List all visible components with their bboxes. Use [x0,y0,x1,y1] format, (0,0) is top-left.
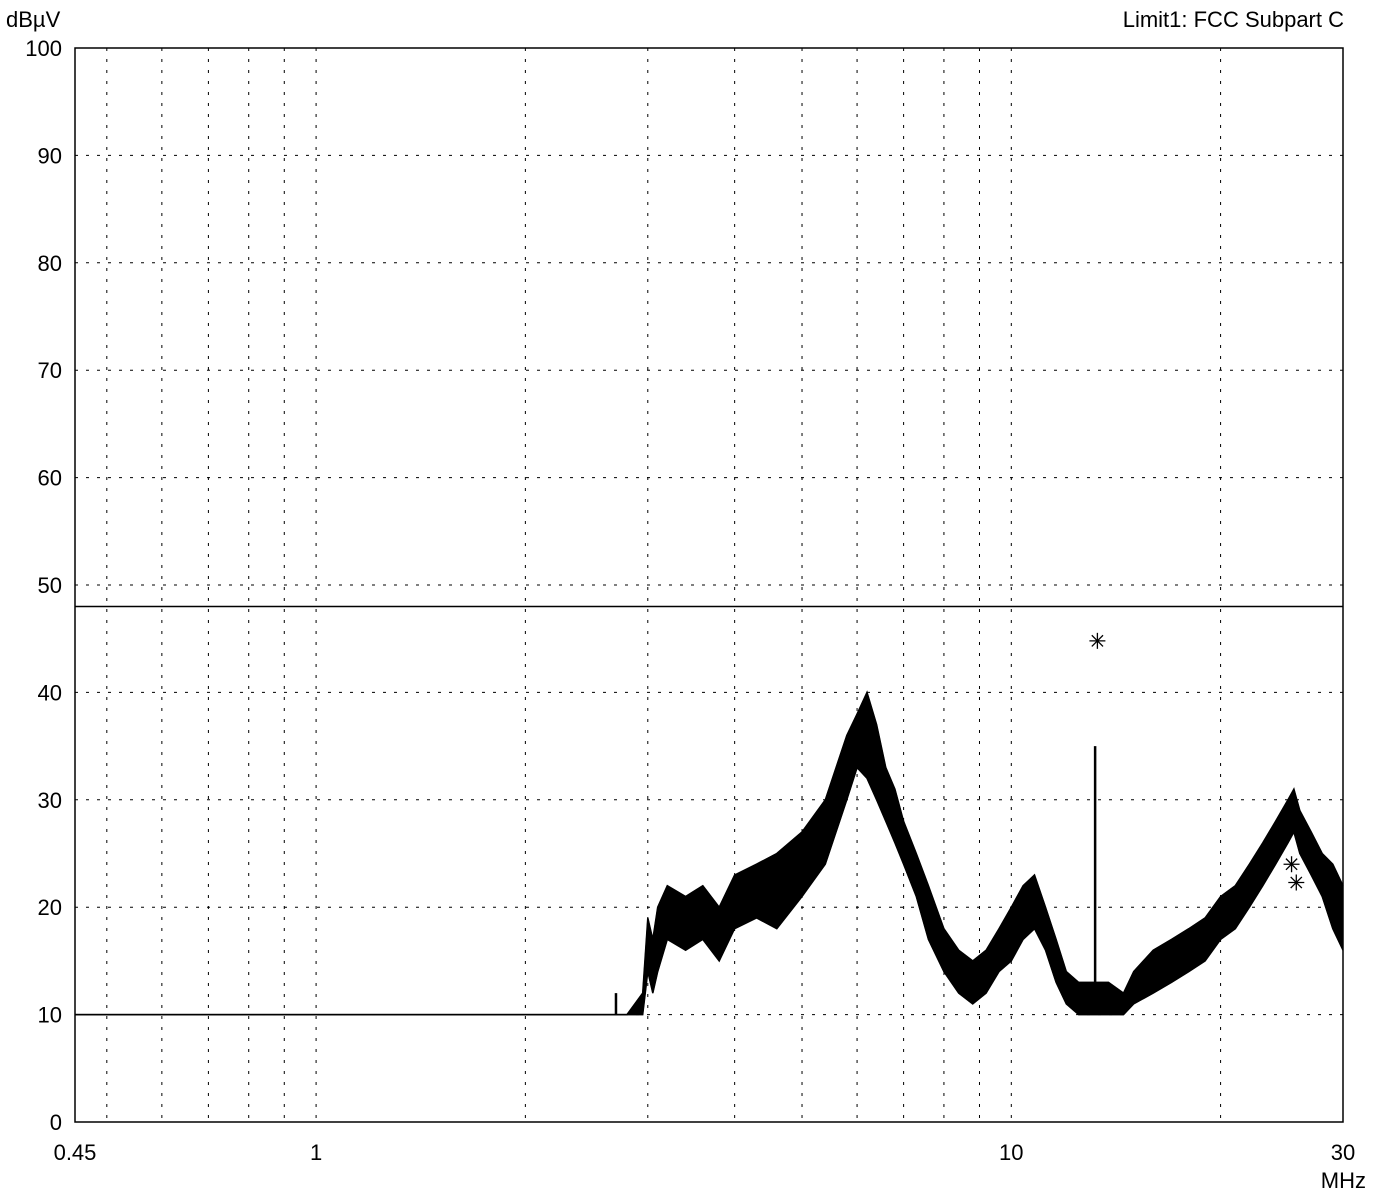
y-tick-labels: 0 10 20 30 40 50 60 70 80 90 100 [25,36,62,1135]
x-tick-label: 1 [310,1140,322,1165]
y-tick-label: 60 [38,466,62,491]
trace-group [75,690,1344,1016]
marker-group [1089,632,1305,891]
y-tick-label: 80 [38,251,62,276]
peak-marker [1288,874,1305,891]
y-tick-label: 50 [38,573,62,598]
y-tick-label: 0 [50,1110,62,1135]
chart-title: Limit1: FCC Subpart C [1123,7,1344,32]
y-tick-label: 10 [38,1003,62,1028]
x-tick-labels: 0.45 1 10 30 [54,1140,1356,1165]
marker-stroke [1290,876,1303,889]
x-tick-label: 10 [999,1140,1023,1165]
y-tick-label: 30 [38,788,62,813]
y-axis-label: dBµV [6,7,61,32]
plot-frame [74,47,1344,1123]
marker-stroke [1091,634,1104,647]
y-tick-label: 40 [38,680,62,705]
peak-marker [1089,632,1106,649]
y-tick-label: 90 [38,143,62,168]
y-tick-label: 20 [38,895,62,920]
x-axis-label: MHz [1321,1168,1366,1193]
trace-lower-line [75,766,1344,1016]
peak-marker [1283,856,1300,873]
y-tick-label: 70 [38,358,62,383]
x-tick-label: 0.45 [54,1140,97,1165]
y-tick-label: 100 [25,36,62,61]
marker-stroke [1285,858,1298,871]
trace-envelope [75,690,1344,1016]
trace-upper-line [75,690,1344,1016]
grid-lines [75,48,1343,1122]
x-tick-label: 30 [1331,1140,1355,1165]
